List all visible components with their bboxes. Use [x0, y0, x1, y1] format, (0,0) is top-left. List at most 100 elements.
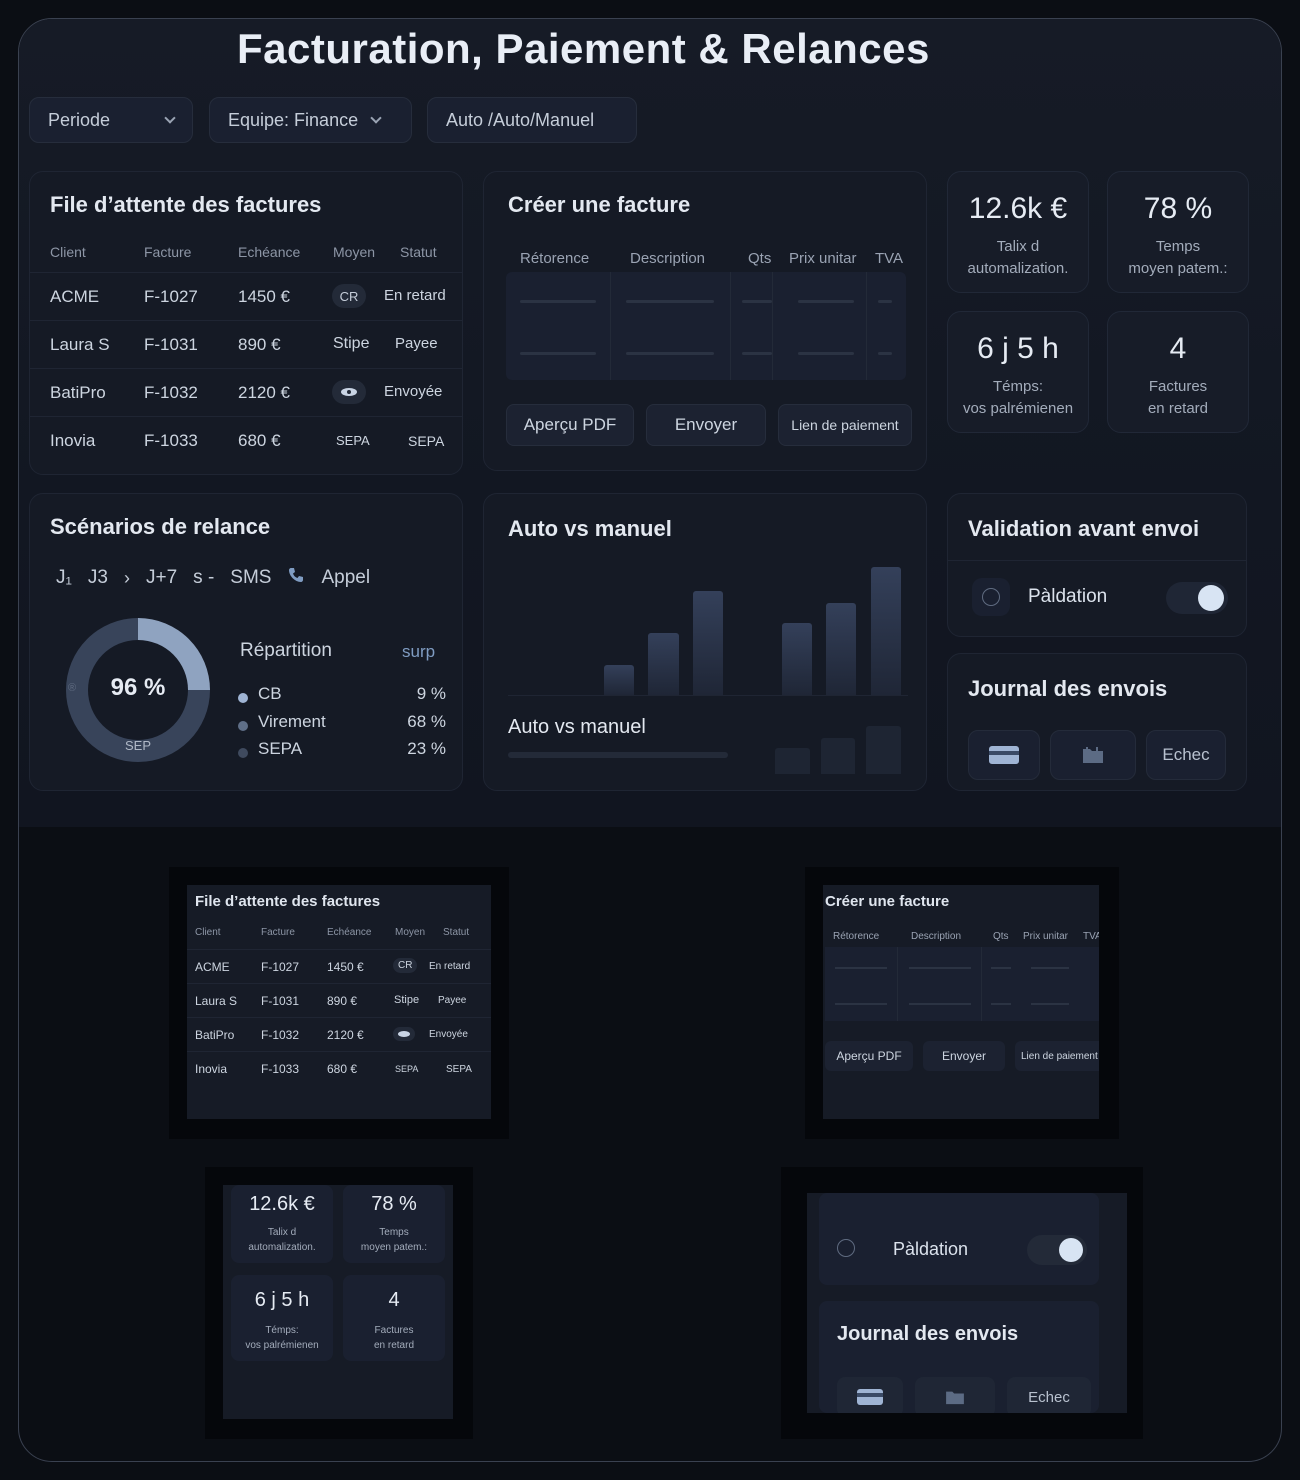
kpi-label: Témps: vos palrémienen [231, 1323, 333, 1353]
line-placeholder [878, 352, 892, 355]
legend-dot [238, 748, 248, 758]
table-row[interactable]: ACME F-1027 1450 € CR En retard [30, 272, 462, 320]
kpi-label-line: Temps [1155, 238, 1201, 255]
invoice-cell: F-1032 [144, 383, 198, 402]
donut-sublabel: SEP [124, 738, 151, 753]
column-header: Statut [443, 927, 470, 938]
thumb-title: Créer une facture [825, 893, 950, 910]
chart-bar [826, 603, 857, 695]
thumbnail-create-invoice[interactable]: Créer une facture Rétorence Description … [805, 867, 1119, 1139]
send-button: Envoyer [923, 1041, 1005, 1071]
kpi-card: 6 j 5 h Témps: vos palrémienen [947, 311, 1089, 433]
thumbnail-content: Créer une facture Rétorence Description … [823, 885, 1099, 1119]
folder-icon-chip[interactable] [1050, 730, 1136, 780]
line-placeholder [1031, 967, 1069, 969]
team-filter-label: Equipe: Finance [228, 109, 359, 130]
client-cell: BatiPro [50, 383, 106, 402]
thumb-title: File d’attente des factures [195, 893, 381, 910]
line-placeholder [798, 352, 854, 355]
invoice-lines-grid[interactable] [506, 272, 906, 380]
client-cell: Inovia [50, 431, 96, 450]
chart-bar [604, 665, 635, 695]
line-placeholder [520, 300, 596, 303]
credit-card-icon [989, 746, 1019, 764]
legend-label: SEPA [258, 739, 303, 758]
kpi-label: Temps moyen patem.: [1114, 236, 1242, 280]
amount-cell: 890 € [238, 335, 281, 354]
team-filter[interactable]: Equipe: Finance [209, 97, 412, 143]
validation-radio-box[interactable] [972, 578, 1010, 616]
thumbnail-invoice-queue[interactable]: File d’attente des factures Client Factu… [169, 867, 509, 1139]
kpi-label-line: Talix d [267, 1227, 297, 1238]
column-header: Client [50, 244, 86, 260]
kpi-label-line: automalization. [248, 1242, 316, 1253]
auto-vs-manual-subtitle: Auto vs manuel [508, 716, 646, 738]
radio-icon [837, 1239, 855, 1257]
kpi-label: Factures en retard [1114, 376, 1242, 420]
line-placeholder [1031, 1003, 1069, 1005]
surp-link[interactable]: surp [402, 642, 436, 661]
step-s[interactable]: s - [193, 567, 215, 588]
line-placeholder [991, 967, 1011, 969]
validation-toggle[interactable] [1166, 582, 1228, 614]
failure-chip[interactable]: Echec [1146, 730, 1226, 780]
grid-divider [981, 947, 982, 1021]
invoice-lines-grid [825, 947, 1099, 1021]
line-placeholder [909, 967, 971, 969]
line-placeholder [991, 1003, 1011, 1005]
kpi-label-line: Temps [379, 1227, 409, 1238]
kpi-label-line: Témps: [265, 1325, 299, 1336]
column-header: Description [630, 250, 706, 267]
kpi-label: Talix d automalization. [954, 236, 1082, 280]
thumbnail-kpis[interactable]: 12.6k € Talix d automalization. 78 % Temp… [205, 1167, 473, 1439]
period-filter-label: Periode [48, 109, 111, 130]
payment-link-button[interactable]: Lien de paiement [778, 404, 912, 446]
progress-track [508, 752, 728, 758]
column-header: TVA [875, 250, 904, 267]
card-icon-chip[interactable] [968, 730, 1040, 780]
send-log-title: Journal des envois [837, 1323, 1019, 1345]
thumbnail-validation-journal[interactable]: Pàldation Journal des envois Echec [781, 1167, 1143, 1439]
column-header: Client [195, 927, 221, 938]
thumbnail-content: Pàldation Journal des envois Echec [807, 1193, 1127, 1413]
eye-icon [393, 1027, 415, 1044]
completion-donut: 96 % SEP ® [66, 618, 210, 762]
kpi-label-line: vos palrémienen [245, 1340, 319, 1351]
table-row[interactable]: BatiPro F-1032 2120 € Envoyée [30, 368, 462, 416]
chart-bar [866, 726, 901, 774]
page-title: Facturation, Paiement & Relances [237, 25, 930, 72]
grid-divider [772, 272, 773, 380]
phone-icon [287, 566, 305, 590]
table-row[interactable]: Laura S F-1031 890 € Stipe Payee [30, 320, 462, 368]
invoice-cell: F-1033 [261, 1062, 300, 1076]
donut-marker: ® [68, 682, 77, 694]
legend-value: 23 % [407, 739, 446, 758]
step-j1[interactable]: J₁ [56, 567, 72, 588]
table-row[interactable]: Inovia F-1033 680 € SEPA SEPA [30, 416, 462, 464]
kpi-label-line: en retard [373, 1340, 415, 1351]
mode-filter[interactable]: Auto /Auto/Manuel [427, 97, 637, 143]
donut-value: 96 % [110, 674, 166, 701]
column-header: Echéance [327, 927, 372, 938]
method-cell: Stipe [333, 335, 370, 352]
table-row: BatiPro F-1032 2120 € Envoyée [187, 1017, 491, 1051]
status-cell: Envoyée [429, 1029, 468, 1040]
step-j3[interactable]: J3 [87, 567, 108, 588]
send-button[interactable]: Envoyer [646, 404, 766, 446]
client-cell: ACME [195, 960, 230, 974]
step-call[interactable]: Appel [321, 567, 371, 588]
validation-label: Pàldation [1028, 586, 1108, 607]
preview-pdf-button[interactable]: Aperçu PDF [506, 404, 634, 446]
line-placeholder [909, 1003, 971, 1005]
period-filter[interactable]: Periode [29, 97, 193, 143]
step-sms[interactable]: SMS [230, 567, 272, 588]
step-j7[interactable]: J+7 [146, 567, 178, 588]
chart-bar [775, 748, 810, 774]
method-cell: SEPA [395, 1064, 419, 1074]
send-log-title: Journal des envois [968, 676, 1168, 701]
kpi-value: 78 % [371, 1193, 417, 1215]
status-cell: SEPA [408, 433, 445, 449]
client-cell: BatiPro [195, 1028, 235, 1042]
divider [948, 560, 1246, 561]
folder-icon-chip [915, 1377, 995, 1413]
